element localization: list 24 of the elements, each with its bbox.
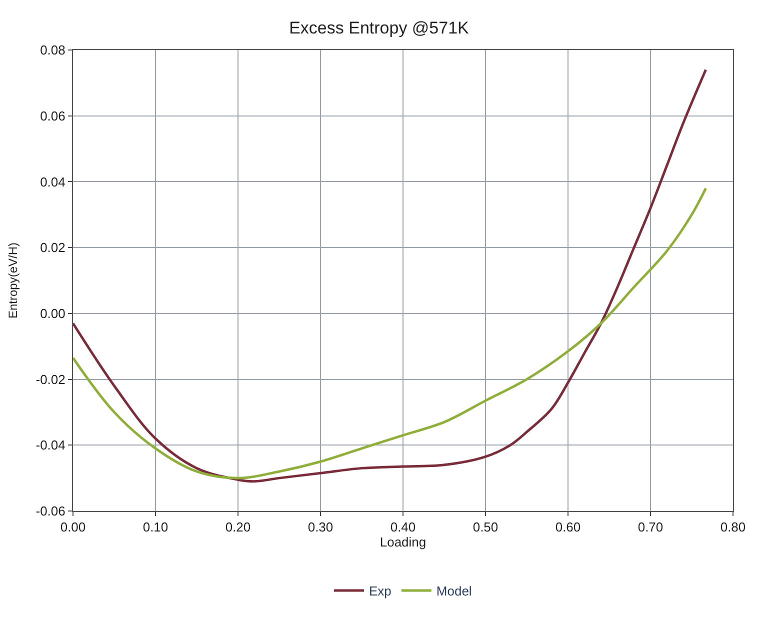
y-tick-label: -0.06 [36,504,66,519]
legend-label: Model [436,584,472,599]
line-series [73,187,708,480]
line-series [73,68,708,483]
x-tick-label: 0.70 [638,520,664,535]
y-axis-title: Entropy(eV/H) [6,242,20,319]
chart-title: Excess Entropy @571K [289,18,470,38]
x-tick-label: 0.30 [308,520,334,535]
x-tick-label: 0.20 [225,520,251,535]
x-tick-label: 0.80 [720,520,746,535]
y-tick-label: -0.04 [36,438,66,453]
y-tick-label: 0.04 [40,174,66,190]
legend-label: Exp [369,584,392,599]
y-tick-label: 0.00 [40,306,66,321]
y-tick-label: 0.06 [40,108,66,124]
x-tick-label: 0.10 [142,520,168,535]
x-tick-label: 0.00 [60,520,86,535]
y-tick-label: 0.08 [40,42,66,58]
x-tick-label: 0.60 [555,520,581,535]
y-tick-label: 0.02 [40,240,66,256]
x-tick-label: 0.50 [472,520,498,535]
x-axis-title: Loading [380,534,426,550]
x-tick-label: 0.40 [390,520,416,535]
y-tick-label: -0.02 [36,372,66,387]
